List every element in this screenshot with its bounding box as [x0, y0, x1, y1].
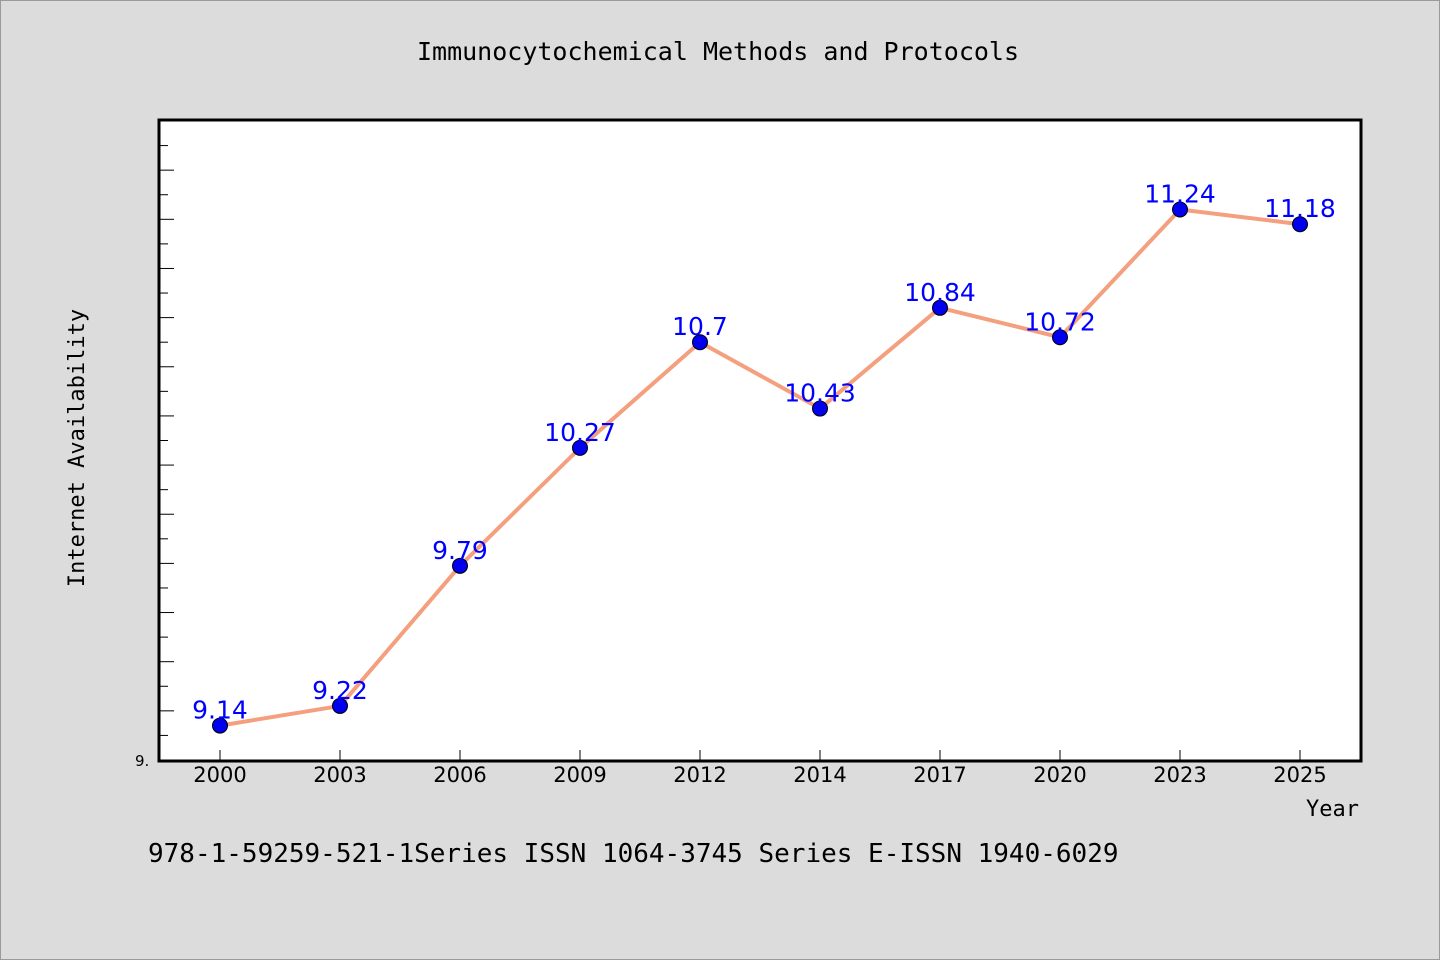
- data-label: 9.14: [192, 696, 248, 725]
- data-point: [572, 439, 588, 456]
- y-axis-label: Internet Availability: [65, 309, 90, 587]
- data-label: 10.7: [672, 312, 728, 341]
- series-group: 9.14 9.22 9.79 10.27 10.7 10.43 10.84 10.72 11.2…: [192, 179, 1336, 734]
- data-point: [1172, 201, 1188, 218]
- chart-title: Immunocytochemical Methods and Protocols: [417, 37, 1019, 66]
- x-tick-label: 2000: [193, 763, 246, 787]
- x-tick-label: 2025: [1273, 763, 1326, 787]
- x-tick-label: 2014: [793, 763, 846, 787]
- x-tick-label: 2009: [553, 763, 606, 787]
- y-axis-ticks: [160, 145, 174, 736]
- x-tick-label: 2020: [1033, 763, 1086, 787]
- x-tick-label: 2023: [1153, 763, 1206, 787]
- data-point: [692, 334, 708, 351]
- isbn-issn-footer: 978-1-59259-521-1Series ISSN 1064-3745 S…: [148, 839, 1119, 869]
- data-label: 10.84: [904, 278, 976, 307]
- data-label: 10.72: [1024, 307, 1096, 336]
- data-point: [812, 400, 828, 417]
- x-tick-label: 2006: [433, 763, 486, 787]
- x-tick-label: 2012: [673, 763, 726, 787]
- data-point: [452, 557, 468, 574]
- data-label: 11.18: [1264, 194, 1336, 223]
- data-point: [932, 299, 948, 316]
- x-tick-label: 2017: [913, 763, 966, 787]
- x-axis-label: Year: [1306, 797, 1359, 822]
- plot-area: [157, 118, 1363, 763]
- data-label: 9.79: [432, 536, 488, 565]
- data-point: [1052, 329, 1068, 346]
- data-point: [1292, 216, 1308, 233]
- x-axis-ticks: 2000 2003 2006 2009 2012 2014 2017 2020 2023 2025: [193, 750, 1327, 787]
- data-label: 9.22: [312, 676, 368, 705]
- series-line: [218, 207, 1302, 728]
- data-point: [332, 697, 348, 714]
- data-label: 10.43: [784, 379, 856, 408]
- data-label: 10.27: [544, 418, 616, 447]
- y-axis-min-label: 9.: [135, 752, 149, 770]
- x-tick-label: 2003: [313, 763, 366, 787]
- data-point: [212, 717, 228, 734]
- data-label: 11.24: [1144, 179, 1216, 208]
